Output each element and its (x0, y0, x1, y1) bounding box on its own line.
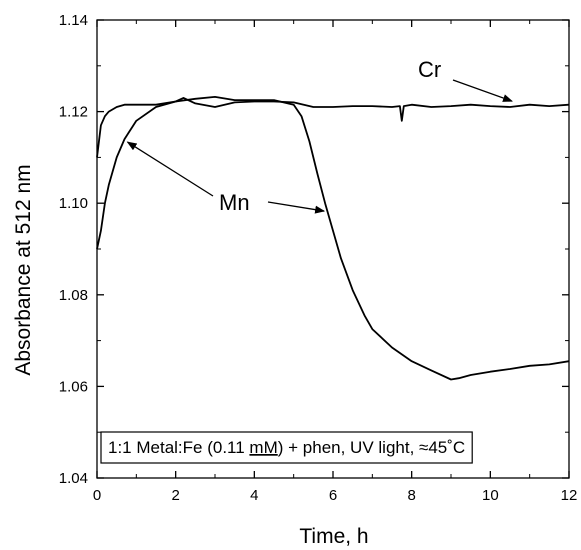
axes-layer: 0 2 4 6 8 10 12 1.04 1.06 1.08 1.10 1.12 1.14 (59, 12, 578, 504)
x-tick-label: 6 (329, 487, 337, 504)
x-tick-label: 12 (561, 487, 578, 504)
annotation-layer: Cr Mn 1:1 Metal:Fe (0.11 mM) + phen, UV … (100, 57, 513, 464)
x-tick-label: 8 (407, 487, 415, 504)
y-tick-label: 1.14 (59, 12, 88, 29)
plot-frame (96, 19, 570, 479)
x-tick-label: 10 (482, 487, 499, 504)
series-layer (96, 96, 570, 381)
mn-arrow-right (267, 201, 326, 214)
x-axis-label: Time, h (299, 525, 368, 548)
x-tick-label: 2 (171, 487, 179, 504)
mn-arrow-left (126, 141, 214, 197)
y-tick-label: 1.06 (59, 378, 88, 395)
series-label-mn: Mn (219, 190, 250, 215)
series-line-cr (96, 97, 570, 158)
series-label-cr: Cr (418, 57, 441, 82)
series-line-mn (96, 96, 570, 381)
y-tick-label: 1.08 (59, 287, 88, 304)
condition-annotation: 1:1 Metal:Fe (0.11 mM) + phen, UV light,… (108, 438, 465, 457)
cr-arrow (452, 79, 513, 102)
condition-annotation-box (100, 431, 473, 464)
x-tick-label: 4 (250, 487, 258, 504)
x-tick-label: 0 (93, 487, 101, 504)
condition-text-post: ) + phen, UV light, ≈45˚C (278, 438, 465, 457)
y-axis-label: Absorbance at 512 nm (12, 164, 35, 375)
y-tick-label: 1.12 (59, 104, 88, 121)
condition-text-pre: 1:1 Metal:Fe (0.11 (108, 438, 249, 457)
y-tick-label: 1.10 (59, 195, 88, 212)
condition-unit: mM (249, 438, 277, 457)
y-tick-label: 1.04 (59, 470, 88, 487)
